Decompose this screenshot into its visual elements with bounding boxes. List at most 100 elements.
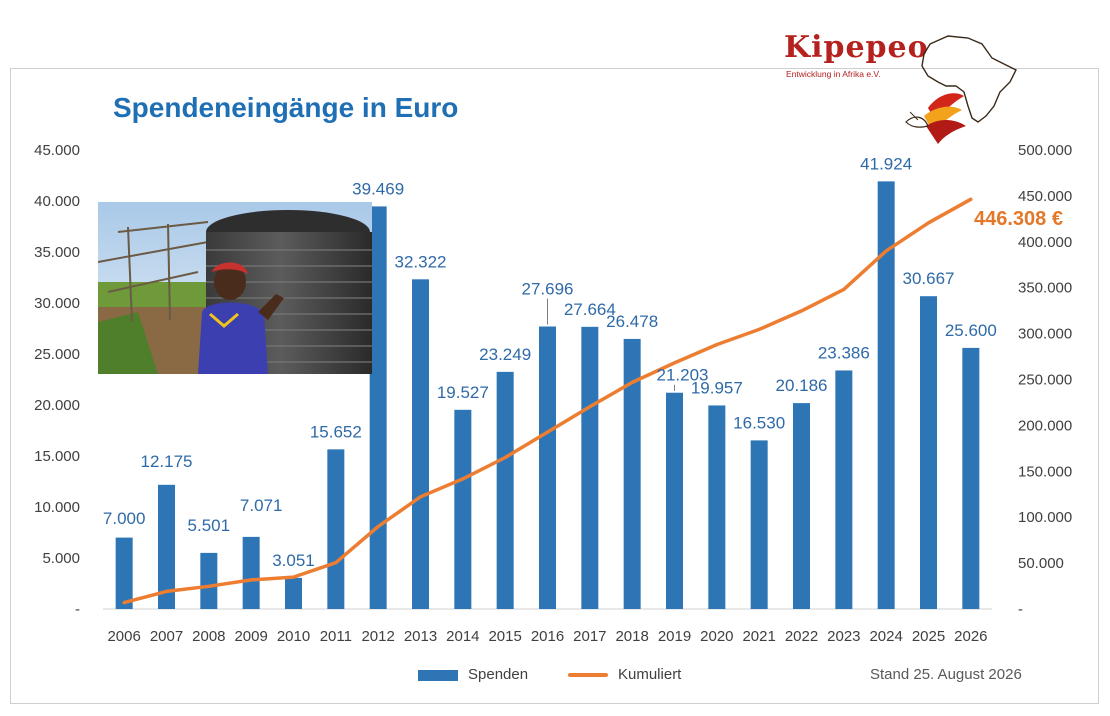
right-tick-label: 150.000 [1018, 463, 1072, 480]
bar [412, 279, 429, 609]
bar [708, 405, 726, 609]
left-tick-label: 20.000 [34, 397, 80, 414]
woman-water-tank-photo [98, 202, 372, 374]
data-label: 23.249 [479, 345, 531, 364]
data-label: 19.527 [437, 383, 489, 402]
left-tick-label: 45.000 [34, 142, 80, 159]
bar [920, 296, 937, 609]
right-tick-label: 250.000 [1018, 372, 1072, 389]
data-label: 7.000 [103, 509, 146, 528]
x-tick-label: 2025 [912, 628, 945, 645]
left-tick-label: 40.000 [34, 193, 80, 210]
bar [115, 537, 133, 609]
legend-label-kumuliert: Kumuliert [618, 666, 682, 683]
x-tick-label: 2022 [785, 628, 818, 645]
right-tick-label: - [1018, 601, 1023, 618]
right-tick-label: 200.000 [1018, 417, 1072, 434]
bar [962, 347, 980, 609]
right-tick-label: 50.000 [1018, 555, 1064, 572]
bar [327, 449, 345, 609]
left-tick-label: 15.000 [34, 448, 80, 465]
left-tick-label: 35.000 [34, 244, 80, 261]
left-tick-label: 25.000 [34, 346, 80, 363]
x-tick-label: 2014 [446, 628, 479, 645]
x-tick-label: 2020 [700, 628, 733, 645]
x-tick-label: 2013 [404, 628, 437, 645]
data-label: 26.478 [606, 312, 658, 331]
data-label: 39.469 [352, 179, 404, 198]
data-label: 15.652 [310, 422, 362, 441]
bar [581, 326, 599, 609]
right-tick-label: 300.000 [1018, 326, 1072, 343]
x-tick-label: 2018 [615, 628, 648, 645]
x-tick-label: 2016 [531, 628, 564, 645]
left-tick-label: 10.000 [34, 499, 80, 516]
bars-group [115, 181, 980, 610]
data-label: 27.664 [564, 300, 616, 319]
x-axis: 2006 2007 2008 2009 2010 2011 2012 2013 2014 2015… [107, 628, 987, 645]
data-label: 19.957 [691, 378, 743, 397]
leader-lines [547, 298, 675, 391]
logo-subtitle: Entwicklung in Afrika e.V. [786, 69, 881, 79]
right-tick-label: 350.000 [1018, 280, 1072, 297]
data-label: 20.186 [776, 376, 828, 395]
bar [750, 440, 768, 609]
x-tick-label: 2026 [954, 628, 987, 645]
data-label: 41.924 [860, 154, 912, 173]
kipepeo-logo: Kipepeo Entwicklung in Afrika e.V. [778, 30, 1018, 148]
bar [200, 552, 218, 609]
x-tick-label: 2006 [107, 628, 140, 645]
legend-item-spenden: Spenden [418, 666, 528, 683]
x-tick-label: 2015 [488, 628, 521, 645]
bar [158, 484, 175, 609]
stand-date: Stand 25. August 2026 [870, 666, 1022, 683]
left-tick-label: 5.000 [42, 550, 80, 567]
legend-item-kumuliert: Kumuliert [568, 666, 681, 683]
data-label: 25.600 [945, 321, 997, 340]
cumulative-line [122, 197, 973, 605]
x-tick-label: 2011 [320, 628, 352, 645]
x-tick-label: 2017 [573, 628, 606, 645]
bar [793, 403, 810, 609]
left-tick-label: 30.000 [34, 295, 80, 312]
right-tick-label: 100.000 [1018, 509, 1072, 526]
bar [539, 326, 556, 609]
data-label: 27.696 [522, 280, 574, 299]
logo-text: Kipepeo [784, 30, 929, 65]
bar [666, 392, 683, 609]
data-label: 16.530 [733, 413, 785, 432]
x-tick-label: 2010 [277, 628, 310, 645]
data-label: 32.322 [395, 252, 447, 271]
data-labels: 7.000 12.175 5.501 7.071 3.051 15.652 39.469 32… [103, 154, 997, 570]
right-axis: - 50.000 100.000 150.000 200.000 250.000 300.0… [1018, 142, 1072, 618]
bar [242, 536, 260, 609]
bar [496, 371, 514, 609]
right-tick-label: 450.000 [1018, 188, 1072, 205]
legend-label-spenden: Spenden [468, 666, 529, 683]
data-label: 23.386 [818, 343, 870, 362]
x-tick-label: 2012 [361, 628, 394, 645]
bar [877, 181, 895, 610]
x-tick-label: 2007 [150, 628, 183, 645]
x-tick-label: 2023 [827, 628, 860, 645]
left-tick-label: - [75, 601, 80, 618]
data-label: 21.203 [657, 366, 709, 385]
right-tick-label: 400.000 [1018, 234, 1072, 251]
right-tick-label: 500.000 [1018, 142, 1072, 159]
data-label: 12.175 [141, 452, 193, 471]
x-tick-label: 2008 [192, 628, 225, 645]
legend-swatch-bar [418, 669, 458, 681]
bar [835, 370, 853, 609]
x-tick-label: 2019 [658, 628, 691, 645]
cumulative-total-label: 446.308 € [974, 208, 1063, 230]
bar [623, 338, 641, 609]
africa-butterfly-icon [905, 35, 1017, 144]
data-label: 5.501 [188, 516, 231, 535]
data-label: 7.071 [240, 496, 283, 515]
chart-title: Spendeneingänge in Euro [113, 92, 459, 123]
bar [285, 577, 302, 609]
left-axis: - 5.000 10.000 15.000 20.000 25.000 30.000 35.0… [34, 142, 80, 618]
x-tick-label: 2009 [234, 628, 267, 645]
legend-swatch-line [568, 673, 608, 678]
